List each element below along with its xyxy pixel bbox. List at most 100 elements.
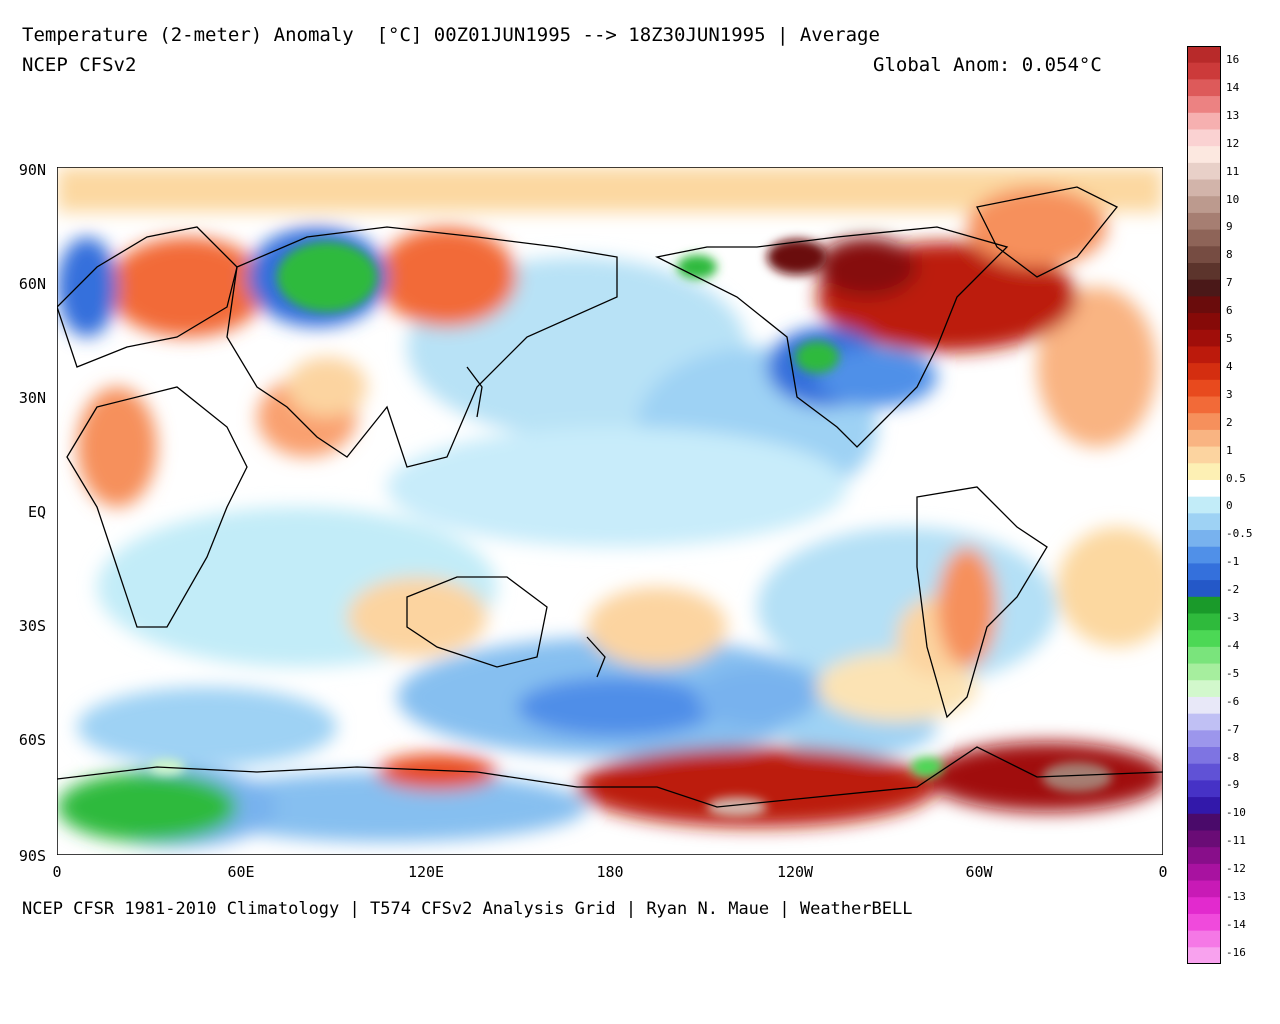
colorbar-label: 1 xyxy=(1226,443,1233,457)
colorbar-swatch xyxy=(1187,530,1221,548)
colorbar-swatch xyxy=(1187,279,1221,297)
colorbar-label: -14 xyxy=(1226,917,1246,931)
colorbar-label: 5 xyxy=(1226,332,1233,345)
colorbar-swatch xyxy=(1187,346,1221,364)
lon-label: 180 xyxy=(596,863,624,881)
colorbar-label: 2 xyxy=(1226,415,1233,429)
colorbar-swatch xyxy=(1187,580,1221,598)
colorbar-label: 7 xyxy=(1226,276,1233,290)
anomaly-map xyxy=(57,167,1163,855)
colorbar-label: -5 xyxy=(1226,666,1240,680)
colorbar-label: 13 xyxy=(1226,108,1240,122)
colorbar-swatch xyxy=(1187,847,1221,865)
colorbar-swatch xyxy=(1187,680,1221,698)
colorbar-swatch xyxy=(1187,730,1221,748)
lat-label: 30N xyxy=(18,389,46,407)
colorbar-label: -11 xyxy=(1226,834,1246,848)
colorbar-label: -10 xyxy=(1226,806,1246,820)
colorbar-label: -13 xyxy=(1226,890,1246,903)
colorbar-swatch xyxy=(1187,913,1221,932)
colorbar-swatch xyxy=(1187,747,1221,765)
global-anomaly: Global Anom: 0.054°C xyxy=(873,54,1102,76)
colorbar-label: 0.5 xyxy=(1226,471,1246,485)
colorbar-swatch xyxy=(1187,880,1221,898)
model-name: NCEP CFSv2 xyxy=(22,54,137,76)
africa-coast xyxy=(66,386,248,628)
colorbar-frame xyxy=(1187,46,1221,964)
colorbar-swatch xyxy=(1187,797,1221,815)
colorbar-swatch xyxy=(1187,663,1221,681)
colorbar-swatch xyxy=(1187,96,1221,114)
colorbar-label: -9 xyxy=(1226,778,1240,792)
colorbar-swatch xyxy=(1187,179,1221,197)
colorbar-swatch xyxy=(1187,162,1221,181)
colorbar-label: 14 xyxy=(1226,80,1240,94)
colorbar-swatch xyxy=(1187,479,1221,498)
colorbar-label: 12 xyxy=(1226,136,1240,150)
asia-coast xyxy=(226,226,618,468)
greenland-coast xyxy=(976,186,1119,278)
lat-label: 60S xyxy=(18,731,46,749)
colorbar-swatch xyxy=(1187,596,1221,614)
colorbar-swatch xyxy=(1187,296,1221,314)
colorbar-label: -0.5 xyxy=(1226,527,1253,541)
new-zealand-coast xyxy=(586,636,606,678)
colorbar-label: -4 xyxy=(1226,638,1240,652)
colorbar-label: 0 xyxy=(1226,499,1233,513)
colorbar-swatch xyxy=(1187,329,1221,347)
colorbar xyxy=(1187,46,1221,964)
colorbar-swatch xyxy=(1187,546,1221,564)
lon-label: 0 xyxy=(1158,863,1168,881)
colorbar-label: 10 xyxy=(1226,192,1240,206)
colorbar-swatch xyxy=(1187,780,1221,798)
lat-label: 30S xyxy=(18,617,46,635)
lat-label: 90N xyxy=(18,161,46,179)
colorbar-swatch xyxy=(1187,313,1221,331)
colorbar-swatch xyxy=(1187,112,1221,130)
colorbar-label: -3 xyxy=(1226,611,1240,624)
colorbar-swatch xyxy=(1187,446,1221,464)
anomaly-extremes xyxy=(149,239,1112,817)
colorbar-swatch xyxy=(1187,396,1221,414)
colorbar-label: -2 xyxy=(1226,583,1240,597)
colorbar-swatch xyxy=(1187,813,1221,831)
colorbar-swatch xyxy=(1187,496,1221,514)
australia-coast xyxy=(406,576,548,668)
south-america-coast xyxy=(916,486,1048,719)
colorbar-label: -16 xyxy=(1226,945,1246,959)
japan-coast xyxy=(466,366,483,418)
colorbar-swatch xyxy=(1187,246,1221,264)
colorbar-label: 3 xyxy=(1226,387,1233,401)
colorbar-swatch xyxy=(1187,429,1221,448)
colorbar-swatch xyxy=(1187,646,1221,665)
europe-coast xyxy=(57,226,238,368)
colorbar-swatch xyxy=(1187,763,1221,781)
colorbar-swatch xyxy=(1187,229,1221,247)
colorbar-swatch xyxy=(1187,930,1221,948)
colorbar-label: -7 xyxy=(1226,722,1240,736)
colorbar-swatch xyxy=(1187,947,1221,964)
colorbar-swatch xyxy=(1187,863,1221,882)
colorbar-label: 8 xyxy=(1226,248,1233,262)
colorbar-label: -12 xyxy=(1226,862,1246,876)
colorbar-label: -1 xyxy=(1226,555,1240,569)
colorbar-swatch xyxy=(1187,262,1221,281)
coastlines xyxy=(57,186,1163,808)
colorbar-swatch xyxy=(1187,363,1221,381)
map-title: Temperature (2-meter) Anomaly [°C] 00Z01… xyxy=(22,24,880,46)
colorbar-label: 11 xyxy=(1226,164,1240,178)
colorbar-label: -8 xyxy=(1226,750,1240,764)
colorbar-swatch xyxy=(1187,79,1221,97)
colorbar-swatch xyxy=(1187,46,1221,64)
colorbar-swatch xyxy=(1187,713,1221,731)
colorbar-swatch xyxy=(1187,513,1221,531)
colorbar-swatch xyxy=(1187,463,1221,481)
colorbar-label: 4 xyxy=(1226,359,1233,373)
colorbar-swatch xyxy=(1187,146,1221,164)
colorbar-label: -6 xyxy=(1226,694,1240,708)
lon-label: 120E xyxy=(407,863,445,881)
colorbar-swatch xyxy=(1187,129,1221,147)
colorbar-swatch xyxy=(1187,563,1221,581)
antarctica-coast xyxy=(57,746,1163,808)
colorbar-swatch xyxy=(1187,196,1221,214)
